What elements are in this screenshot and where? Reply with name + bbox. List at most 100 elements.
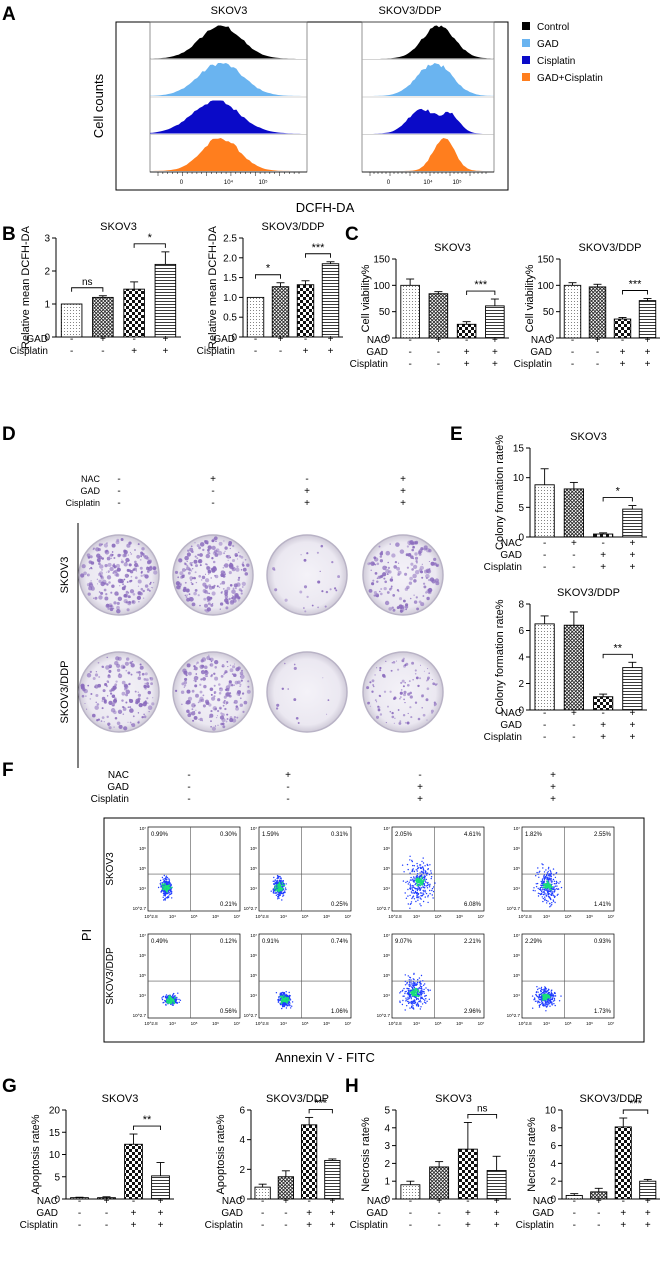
colony [106,656,108,659]
colony [182,668,187,673]
event-dot [412,981,414,983]
event-dot-dense [274,885,277,887]
factor-sign: + [645,1208,651,1219]
colony [138,674,141,676]
colony [412,545,415,549]
factor-sign: - [261,1208,264,1219]
colony [236,558,239,560]
colony [234,552,238,557]
scatter-y-tick: 10⁷ [139,826,146,831]
event-dot-dense [409,991,411,994]
colony [387,561,389,564]
colony [103,588,107,592]
colony [374,674,376,676]
event-dot [291,1005,293,1007]
event-dot [277,1000,279,1002]
event-dot-dense [548,884,550,887]
factor-sign: + [306,1208,312,1219]
colony [293,663,296,666]
event-dot [410,879,412,881]
bar [296,284,315,338]
bar [563,284,582,339]
colony [129,579,132,583]
event-dot [420,983,422,985]
factor-sign: - [571,347,574,358]
scatter-frame [147,826,241,912]
y-tick-label: 0 [231,333,237,344]
colony [138,671,141,674]
event-dot [420,974,423,977]
event-dot [284,887,287,889]
event-dot [419,903,421,905]
event-dot [546,1005,548,1007]
colony [419,677,422,680]
event-dot [164,899,166,901]
factor-label: NAC [533,1196,554,1207]
event-dot [549,891,552,893]
event-dot [176,998,178,1000]
factor-sign: + [100,334,106,345]
legend-swatch [522,56,530,64]
event-dot [423,883,425,885]
colony [188,711,192,716]
legend-swatch [522,22,530,30]
event-dot [422,866,424,868]
colony [229,664,232,667]
y-tick-label: 3 [44,234,50,245]
colony [244,558,247,561]
row-label: SKOV3 [105,852,116,886]
colony [194,555,197,558]
event-dot-dense [415,993,417,996]
event-dot [420,993,422,996]
event-dot [550,898,552,901]
event-dot [421,986,423,988]
colony [138,720,140,722]
factor-sign: + [645,1196,651,1207]
colony [193,591,197,596]
panel-letter-e: E [450,424,463,445]
event-dot [538,871,540,873]
legend-swatch [522,39,530,47]
colony [211,726,216,731]
event-dot [545,899,548,902]
chart-title: SKOV3/DDP [557,587,620,599]
colony-plate [172,651,254,733]
colony [101,707,104,710]
scatter-x-tick: 10⁷ [345,914,352,919]
colony [223,540,225,542]
colony [146,570,150,573]
colony [371,690,374,693]
colony [129,706,132,709]
colony [225,701,229,705]
y-tick-label: 1.0 [223,293,237,304]
colony [425,577,428,580]
event-dot-dense [164,885,167,888]
colony [231,558,236,563]
colony [406,585,410,590]
y-tick-label: 0 [54,1195,60,1206]
colony [429,577,435,582]
colony [197,553,200,557]
colony [299,590,303,594]
colony [193,577,196,580]
event-dot [290,1007,292,1009]
colony-plate [362,534,444,616]
event-dot [277,999,279,1001]
event-dot [539,1003,542,1006]
event-dot-dense [168,888,170,890]
event-dot [411,888,414,890]
colony [383,577,386,580]
legend-label: GAD [537,39,559,50]
colony [232,665,236,669]
factor-sign: + [328,334,334,345]
colony [182,574,185,577]
bar [486,1170,507,1200]
event-dot-dense [275,890,277,892]
colony [333,587,337,590]
colony [322,677,324,679]
legend-label: GAD+Cisplatin [537,73,603,84]
y-tick-label: 6 [518,626,524,637]
colony [246,689,251,694]
event-dot [544,992,546,994]
